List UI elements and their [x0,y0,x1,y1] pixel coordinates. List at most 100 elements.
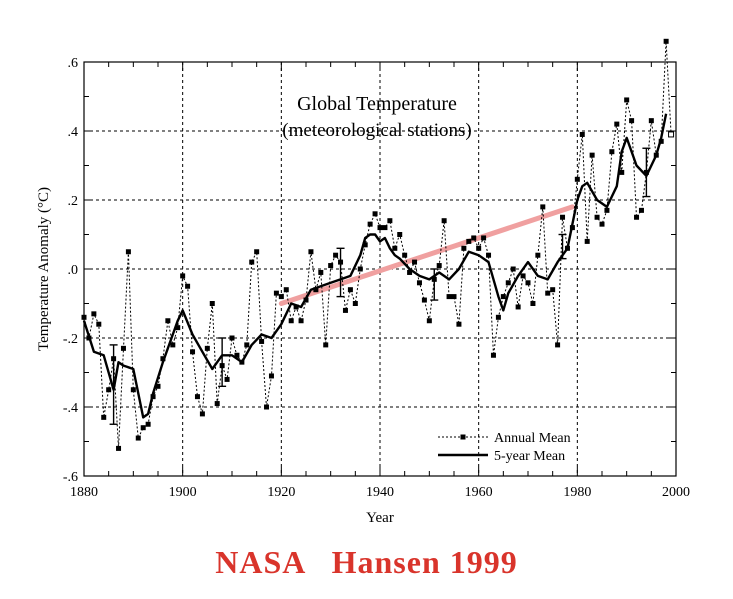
y-tick-label: .2 [68,194,79,209]
annual-mean-point [629,118,635,124]
x-tick-label: 1960 [465,485,493,500]
annual-mean-point [609,149,615,155]
legend: Annual Mean 5-year Mean [438,431,571,464]
annual-mean-point [382,225,388,231]
y-tick-label: .0 [68,263,79,278]
annual-mean-point [328,263,334,269]
annual-mean-point [476,245,482,251]
five-year-mean-line [82,113,668,419]
annual-mean-point [407,269,413,275]
trend-line [278,204,575,306]
x-tick-label: 1900 [169,485,197,500]
annual-mean-point [101,414,107,420]
annual-mean-point [293,304,299,310]
annual-mean-point [426,318,432,324]
y-tick-label: -.6 [63,470,78,485]
annual-mean-point [249,259,255,265]
series-5-year-mean [82,113,668,419]
annual-mean-point [638,207,644,213]
annual-mean-point [461,245,467,251]
annual-mean-point [372,211,378,217]
annual-mean-point [634,214,640,220]
annual-mean-point [214,401,220,407]
annual-mean-point [116,445,122,451]
annual-mean-point [224,376,230,382]
axis-ticks [83,61,677,477]
annual-mean-point [520,273,526,279]
annual-mean-point [185,283,191,289]
annual-mean-point [490,352,496,358]
annual-mean-point [377,225,383,231]
y-tick-labels: -.6 -.4 -.2 .0 .2 .4 .6 [63,56,78,485]
annual-mean-point [155,383,161,389]
annual-mean-point [278,294,284,300]
annual-mean-point [298,318,304,324]
trend-overlay [278,204,575,306]
annual-mean-point [471,235,477,241]
annual-mean-point [495,314,501,320]
annual-mean-point [574,176,580,182]
annual-mean-point [481,235,487,241]
annual-mean-point [194,394,200,400]
annual-mean-point [416,280,422,286]
annual-mean-point [130,387,136,393]
annual-mean-point [589,152,595,158]
annual-mean-point [125,249,131,255]
x-tick-label: 1980 [563,485,591,500]
annual-mean-point [515,304,521,310]
caption: NASA Hansen 1999 [215,544,518,580]
annual-mean-point [140,425,146,431]
annual-mean-point [525,280,531,286]
annual-mean-point [204,345,210,351]
annual-mean-point [259,338,265,344]
y-axis-title: Temperature Anomaly (°C) [36,187,52,351]
annual-mean-point [313,287,319,293]
annual-mean-point [333,252,339,258]
x-tick-label: 1880 [70,485,98,500]
annual-mean-point [170,342,176,348]
annual-mean-point [446,294,452,300]
annual-mean-point [81,314,87,320]
annual-mean-point [648,118,654,124]
annual-mean-point [254,249,260,255]
annual-mean-point [668,131,675,138]
annual-mean-point [550,287,556,293]
annual-mean-point [456,321,462,327]
annual-mean-point [229,335,235,341]
annual-mean-point [190,349,196,355]
annual-mean-point [545,290,551,296]
annual-mean-point [530,301,536,306]
annual-mean-point [244,342,250,348]
annual-mean-point [234,352,240,358]
annual-mean-point [663,38,669,44]
legend-annual-label: Annual Mean [494,431,571,446]
annual-mean-point [347,287,353,293]
annual-mean-point [584,238,590,244]
annual-mean-point [288,318,294,324]
annual-mean-point [441,218,447,224]
error-bars [109,147,651,425]
annual-mean-point [357,266,363,272]
annual-mean-point [624,97,630,103]
annual-mean-point [535,252,541,258]
annual-mean-point [367,221,373,227]
temperature-chart: 1880 1900 1920 1940 1960 1980 2000 -.6 -.4 -.2 .0… [36,38,690,526]
annual-mean-point [560,214,566,220]
annual-mean-point [500,294,506,300]
annual-mean-point [505,280,511,286]
annual-mean-point [466,238,472,244]
chart-subtitle: (meteorological stations) [282,120,471,141]
annual-mean-point [402,252,408,258]
annual-mean-point [614,121,620,127]
x-tick-label: 1920 [267,485,295,500]
annual-mean-point [619,169,625,175]
annual-mean-point [209,301,215,306]
annual-mean-point [436,263,442,269]
annual-mean-point [120,345,126,351]
annual-mean-point [175,325,181,331]
annual-mean-point [486,252,492,258]
annual-mean-point [342,307,348,313]
annual-mean-point [352,301,358,306]
annual-mean-point [510,266,516,272]
annual-mean-point [412,259,418,265]
